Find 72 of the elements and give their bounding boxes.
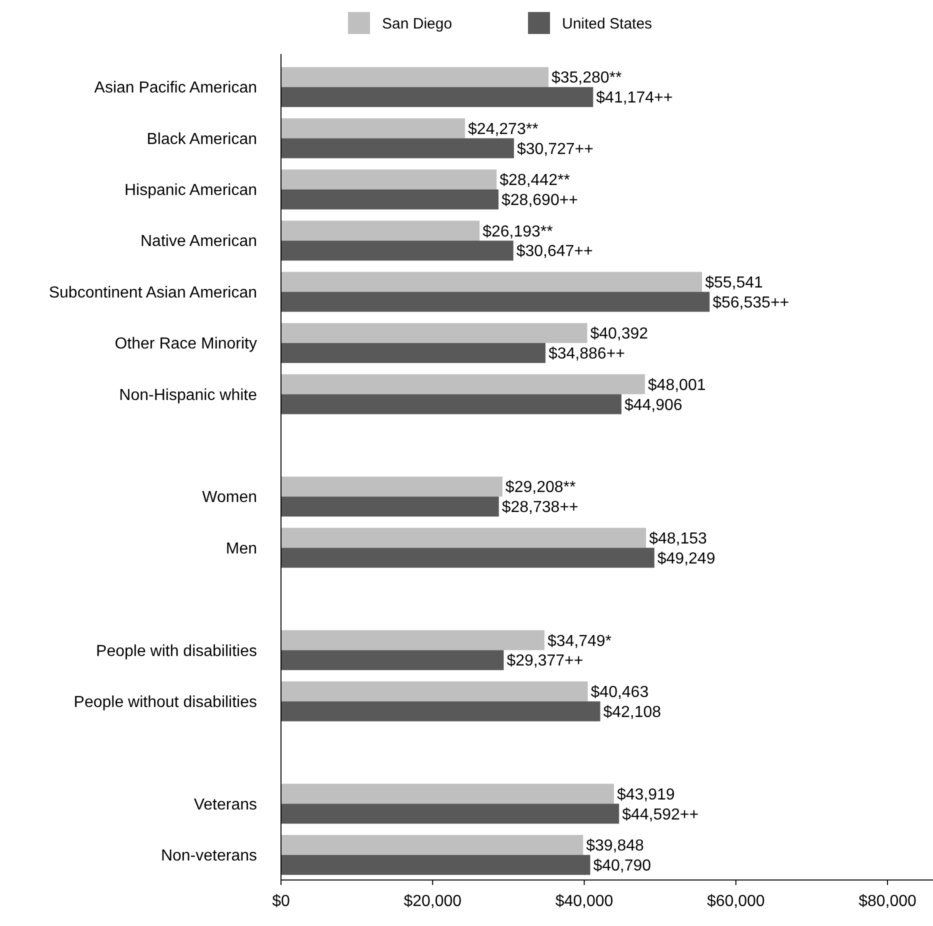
data-label: $55,541 <box>705 274 764 292</box>
bar <box>281 394 622 414</box>
x-tick-label: $0 <box>272 893 290 910</box>
bar <box>281 240 514 261</box>
bar <box>281 87 594 108</box>
y-tick-label: Asian Pacific American <box>94 80 257 97</box>
bar <box>281 650 504 670</box>
data-label: $40,392 <box>590 326 648 343</box>
y-tick-label: People with disabilities <box>96 642 257 660</box>
bar <box>281 528 646 548</box>
bar <box>281 834 584 855</box>
bar <box>281 67 548 88</box>
x-tick-label: $80,000 <box>858 893 917 910</box>
bar <box>281 630 544 650</box>
data-label: $49,249 <box>657 550 716 568</box>
data-label: $24,273** <box>468 120 538 138</box>
y-tick-label: Black American <box>146 130 257 148</box>
y-tick-label: Women <box>202 489 257 506</box>
y-tick-label: Subcontinent Asian American <box>48 284 257 302</box>
data-label: $48,001 <box>648 376 706 394</box>
data-label: $29,208** <box>505 479 576 496</box>
data-label: $30,727++ <box>516 140 594 158</box>
bar <box>281 854 590 875</box>
data-label: $28,442** <box>500 172 570 190</box>
y-tick-label: Other Race Minority <box>114 336 257 353</box>
y-tick-label: Native American <box>140 233 257 250</box>
bar <box>281 343 546 363</box>
legend-label: United States <box>562 15 652 32</box>
data-label: $56,535++ <box>712 294 790 312</box>
x-tick-label: $40,000 <box>555 893 614 910</box>
legend-label: San Diego <box>382 15 452 32</box>
bar <box>281 784 614 804</box>
bar <box>281 496 499 517</box>
data-label: $30,647++ <box>516 243 593 260</box>
bar <box>281 374 645 394</box>
data-label: $39,848 <box>586 838 644 855</box>
bar <box>281 548 654 568</box>
data-label: $41,174++ <box>596 90 673 107</box>
data-label: $44,592++ <box>622 806 699 824</box>
data-label: $26,193** <box>482 223 553 240</box>
data-label: $28,738++ <box>502 499 578 516</box>
bar <box>281 189 499 210</box>
bar <box>281 138 514 158</box>
data-label: $28,690++ <box>502 192 578 210</box>
y-tick-label: Men <box>226 540 257 558</box>
bar <box>281 681 588 702</box>
bar <box>281 272 702 292</box>
x-tick-label: $20,000 <box>404 893 462 910</box>
y-tick-label: Non-veterans <box>160 848 257 865</box>
data-label: $42,108 <box>603 704 662 721</box>
bar <box>281 804 620 824</box>
data-label: $34,749* <box>547 632 612 650</box>
y-tick-label: People without disabilities <box>74 694 257 711</box>
bar <box>281 220 480 241</box>
data-label: $40,463 <box>590 684 649 701</box>
bar <box>281 476 502 497</box>
bar <box>281 323 588 344</box>
data-label: $40,790 <box>593 858 652 874</box>
data-label: $48,153 <box>649 530 708 548</box>
data-label: $29,377++ <box>506 652 584 670</box>
y-tick-label: Hispanic American <box>124 182 257 200</box>
bar <box>281 169 497 190</box>
bar <box>281 292 710 312</box>
data-label: $34,886++ <box>548 346 626 363</box>
y-tick-label: Non-Hispanic white <box>119 386 258 404</box>
bar <box>281 118 466 138</box>
data-label: $44,906 <box>624 396 682 414</box>
bar <box>281 701 600 722</box>
y-tick-label: Veterans <box>194 796 257 814</box>
x-tick-label: $60,000 <box>706 893 765 910</box>
data-label: $35,280** <box>551 70 622 87</box>
data-label: $43,919 <box>616 786 675 804</box>
